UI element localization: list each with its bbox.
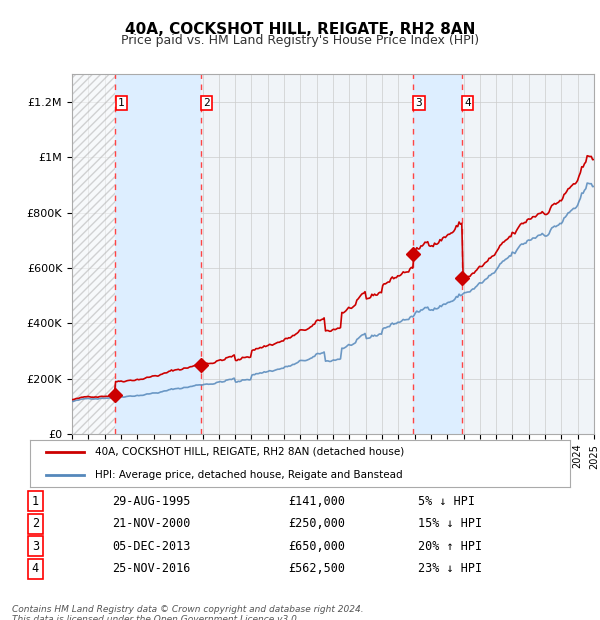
Bar	[115, 74, 201, 434]
Text: 4: 4	[32, 562, 39, 575]
Text: HPI: Average price, detached house, Reigate and Banstead: HPI: Average price, detached house, Reig…	[95, 470, 403, 480]
Text: 20% ↑ HPI: 20% ↑ HPI	[418, 539, 482, 552]
Bar	[413, 74, 462, 434]
Text: £650,000: £650,000	[288, 539, 345, 552]
Text: 29-AUG-1995: 29-AUG-1995	[112, 495, 190, 508]
Text: 4: 4	[464, 98, 471, 108]
Text: 05-DEC-2013: 05-DEC-2013	[112, 539, 190, 552]
Text: 21-NOV-2000: 21-NOV-2000	[112, 517, 190, 530]
Text: 5% ↓ HPI: 5% ↓ HPI	[418, 495, 475, 508]
Text: £250,000: £250,000	[288, 517, 345, 530]
Text: 25-NOV-2016: 25-NOV-2016	[112, 562, 190, 575]
Text: 3: 3	[32, 539, 39, 552]
Text: 1: 1	[32, 495, 39, 508]
Text: 40A, COCKSHOT HILL, REIGATE, RH2 8AN (detached house): 40A, COCKSHOT HILL, REIGATE, RH2 8AN (de…	[95, 447, 404, 457]
Text: 40A, COCKSHOT HILL, REIGATE, RH2 8AN: 40A, COCKSHOT HILL, REIGATE, RH2 8AN	[125, 22, 475, 37]
Text: £562,500: £562,500	[288, 562, 345, 575]
Text: 2: 2	[32, 517, 39, 530]
Text: Price paid vs. HM Land Registry's House Price Index (HPI): Price paid vs. HM Land Registry's House …	[121, 34, 479, 47]
Text: £141,000: £141,000	[288, 495, 345, 508]
Text: 15% ↓ HPI: 15% ↓ HPI	[418, 517, 482, 530]
Text: Contains HM Land Registry data © Crown copyright and database right 2024.
This d: Contains HM Land Registry data © Crown c…	[12, 604, 364, 620]
Bar	[72, 74, 115, 434]
Text: 3: 3	[416, 98, 422, 108]
Text: 1: 1	[118, 98, 125, 108]
Text: 23% ↓ HPI: 23% ↓ HPI	[418, 562, 482, 575]
Text: 2: 2	[203, 98, 210, 108]
